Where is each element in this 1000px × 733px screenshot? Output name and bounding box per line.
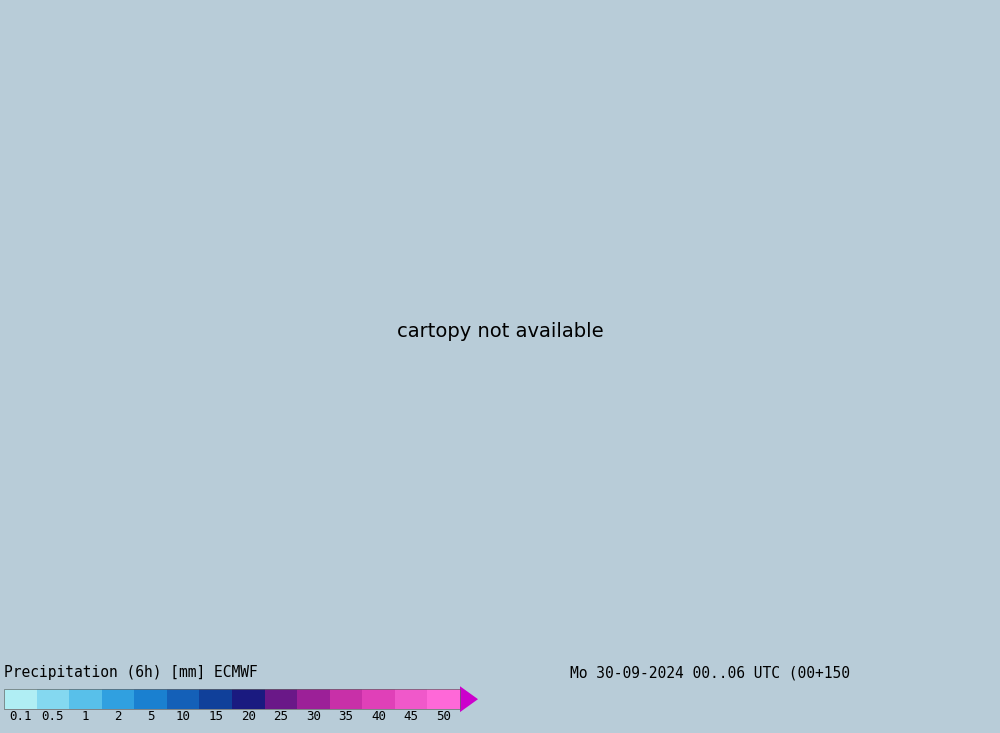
Bar xyxy=(232,689,265,709)
Bar xyxy=(69,689,102,709)
Text: 10: 10 xyxy=(176,710,191,723)
Text: Mo 30-09-2024 00..06 UTC (00+150: Mo 30-09-2024 00..06 UTC (00+150 xyxy=(570,666,850,680)
Text: 45: 45 xyxy=(404,710,419,723)
Text: 30: 30 xyxy=(306,710,321,723)
Bar xyxy=(427,689,460,709)
Bar xyxy=(37,689,70,709)
Text: 0.1: 0.1 xyxy=(9,710,32,723)
Bar xyxy=(167,689,200,709)
Bar xyxy=(330,689,363,709)
Text: 2: 2 xyxy=(114,710,122,723)
Text: 1: 1 xyxy=(82,710,89,723)
Text: 0.5: 0.5 xyxy=(42,710,64,723)
Bar xyxy=(199,689,232,709)
Text: 5: 5 xyxy=(147,710,154,723)
Bar xyxy=(395,689,428,709)
Text: Precipitation (6h) [mm] ECMWF: Precipitation (6h) [mm] ECMWF xyxy=(4,666,258,680)
Bar xyxy=(362,689,395,709)
Text: 15: 15 xyxy=(208,710,223,723)
Text: cartopy not available: cartopy not available xyxy=(397,323,603,341)
Bar xyxy=(297,689,330,709)
Polygon shape xyxy=(460,686,478,712)
Bar xyxy=(4,689,37,709)
Text: 25: 25 xyxy=(273,710,288,723)
Bar xyxy=(102,689,135,709)
Text: 40: 40 xyxy=(371,710,386,723)
Bar xyxy=(134,689,167,709)
Text: 50: 50 xyxy=(436,710,451,723)
Text: 20: 20 xyxy=(241,710,256,723)
Text: 35: 35 xyxy=(338,710,354,723)
Bar xyxy=(265,689,298,709)
Bar xyxy=(4,689,460,709)
